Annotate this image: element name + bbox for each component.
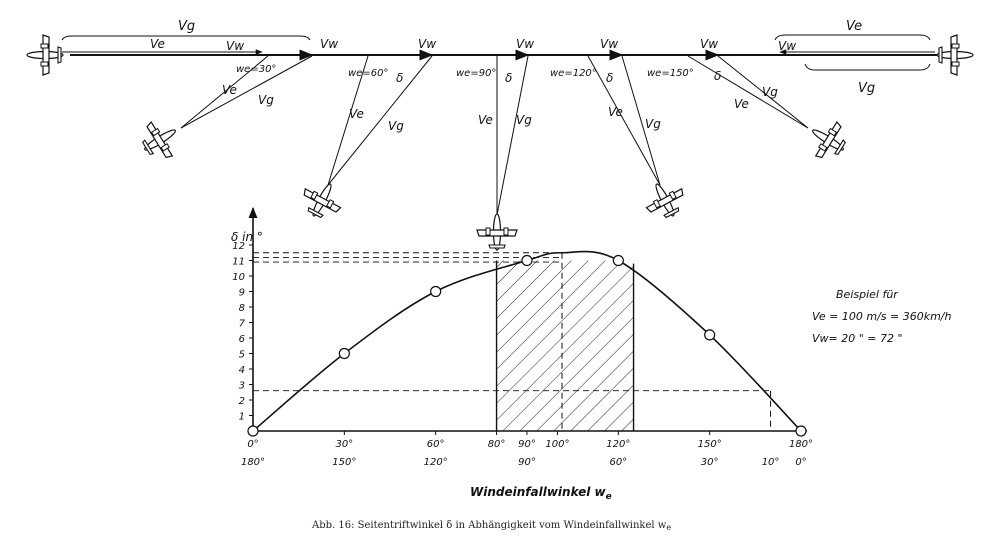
y-tick-label-8: 8 (239, 303, 245, 314)
x-tick-label-bottom: 0° (795, 457, 806, 468)
x-tick-label-top: 180° (789, 439, 813, 450)
hatched-region (496, 260, 634, 431)
x-tick-label-bottom: 90° (518, 457, 536, 468)
plane-icon-0 (26, 34, 64, 76)
y-tick-label-6: 6 (239, 334, 245, 345)
y-tick-label-7: 7 (239, 319, 246, 330)
plane-icon-60 (295, 174, 349, 226)
y-axis-label: δ in ° (231, 230, 263, 244)
label-vg-150: Vg (762, 85, 778, 99)
label-vw-0: Vw (226, 39, 244, 53)
y-tick-label-10: 10 (232, 272, 245, 283)
data-point-2 (430, 285, 442, 298)
y-tick-label-4: 4 (239, 365, 245, 376)
delta-60: δ (396, 71, 403, 85)
label-ve-120: Ve (608, 105, 623, 119)
y-tick-label-2: 2 (239, 396, 245, 407)
delta-150: δ (714, 69, 721, 83)
x-axis-label: Windeinfallwinkel we (470, 485, 612, 502)
x-tick-label-top: 80° (488, 439, 506, 450)
y-tick-label-3: 3 (239, 381, 245, 392)
x-tick-label-top: 100° (545, 439, 569, 450)
data-point-6 (795, 425, 807, 437)
data-point-4 (612, 254, 624, 267)
x-tick-label-top: 0° (247, 439, 258, 450)
x-tick-label-bottom: 30° (701, 457, 719, 468)
x-tick-label-bottom: 120° (424, 457, 448, 468)
y-tick-label-11: 11 (232, 257, 245, 268)
label-ve-180: Ve (846, 19, 862, 34)
plane-icon-30 (133, 112, 187, 168)
label-vg-120: Vg (645, 117, 661, 131)
label-ve-0: Ve (150, 37, 165, 51)
plane-icon-180 (936, 34, 974, 76)
x-tick-label-top: 90° (518, 439, 536, 450)
label-vg-0: Vg (178, 19, 195, 34)
x-tick-label-top: 150° (698, 439, 722, 450)
data-point-3 (521, 254, 533, 267)
delta-120: δ (606, 71, 613, 85)
x-tick-label-top: 120° (606, 439, 630, 450)
data-point-5 (704, 329, 716, 341)
angle-label-150: we=150° (647, 68, 694, 79)
label-vw-180: Vw (778, 39, 796, 53)
label-ve-60: Ve (349, 107, 364, 121)
label-vg-60: Vg (388, 119, 404, 133)
y-tick-label-9: 9 (239, 288, 245, 299)
label-vw-150: Vw (700, 37, 718, 51)
x-tick-label-top: 60° (427, 439, 445, 450)
label-vw-120: Vw (600, 37, 618, 51)
delta-90: δ (505, 71, 512, 85)
label-ve-30: Ve (222, 83, 237, 97)
label-ve-150: Ve (734, 97, 749, 111)
data-point-1 (338, 347, 350, 360)
x-tick-label-top: 30° (335, 439, 353, 450)
x-tick-label-bottom: 180° (241, 457, 265, 468)
y-tick-label-1: 1 (239, 412, 245, 423)
label-vg-180: Vg (858, 81, 875, 96)
x-tick-label-bottom: 150° (332, 457, 356, 468)
label-vg-90: Vg (516, 113, 532, 127)
angle-label-90: we=90° (456, 68, 496, 79)
plane-icon-120 (638, 174, 692, 226)
angle-label-60: we=60° (348, 68, 388, 79)
x-tick-label-bottom: 60° (609, 457, 627, 468)
angle-label-30: we=30° (236, 64, 276, 75)
label-vw-30: Vw (320, 37, 338, 51)
y-tick-label-5: 5 (239, 350, 245, 361)
vector-diagram: Vg Ve Vw we=30° Ve Vg Vw we=60° Ve Vg δ … (26, 19, 974, 251)
label-vw-90: Vw (516, 37, 534, 51)
x-tick-label-bottom: 10° (762, 457, 780, 468)
y-tick-label-12: 12 (232, 241, 245, 252)
plane-icon-150 (801, 112, 855, 168)
example-line1: Ve = 100 m/s = 360km/h (812, 310, 951, 323)
label-vg-30: Vg (258, 93, 274, 107)
label-ve-90: Ve (478, 113, 493, 127)
figure-caption: Abb. 16: Seitentriftwinkel δ in Abhängig… (311, 520, 671, 532)
plane-icon-90 (476, 213, 518, 251)
example-title: Beispiel für (836, 288, 899, 301)
angle-label-120: we=120° (550, 68, 597, 79)
data-point-0 (247, 425, 259, 437)
example-line2: Vw= 20 " = 72 " (812, 332, 903, 345)
label-vw-60: Vw (418, 37, 436, 51)
